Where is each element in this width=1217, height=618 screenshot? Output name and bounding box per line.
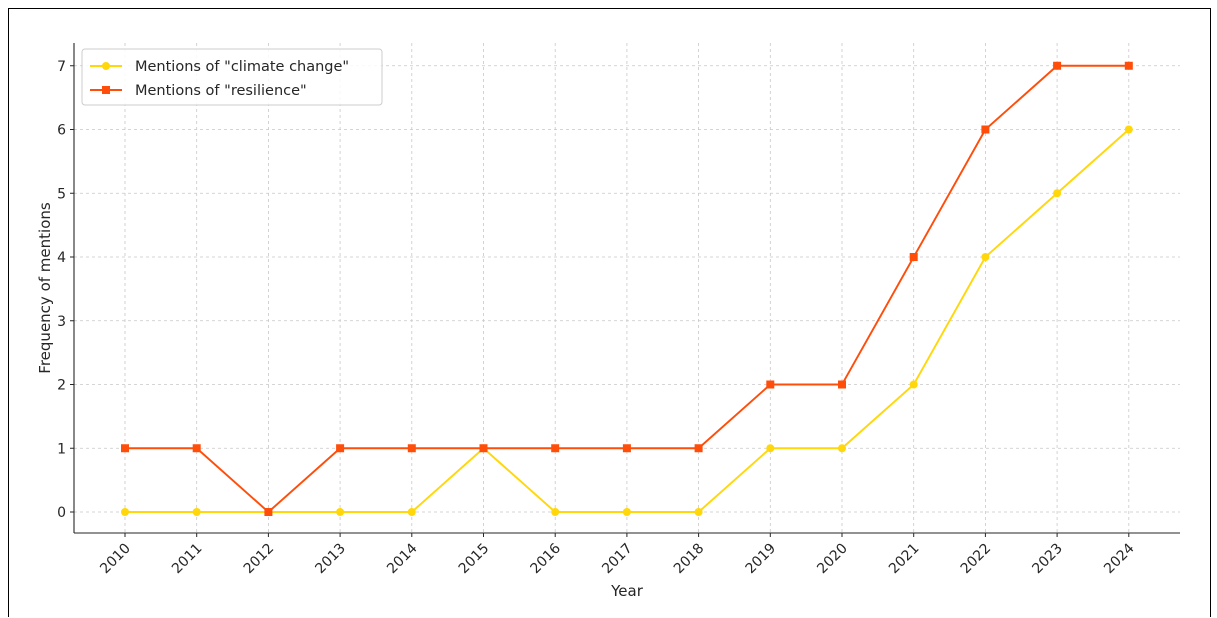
data-point [694,508,703,516]
x-tick-label: 2015 [456,541,493,578]
data-point [551,508,560,516]
data-point [192,444,201,453]
data-point [622,508,631,516]
line-chart: 2010 2011 2012 2013 2014 2015 2016 2017 2018 2019… [36,43,1180,600]
legend: Mentions of "climate change" Mentions of … [81,48,383,106]
y-tick-label: 6 [57,123,66,139]
data-point [766,444,775,453]
data-point [1124,125,1133,134]
grid [74,43,1180,533]
data-point [766,380,775,389]
x-tick-label: 2017 [599,541,636,578]
data-point [909,380,918,389]
legend-box [81,48,383,106]
chart-frame: 2010 2011 2012 2013 2014 2015 2016 2017 2018 2019… [8,8,1211,617]
y-tick-label: 2 [57,378,66,394]
series-2 [121,61,1133,516]
legend-marker [102,62,110,70]
x-tick-label: 2018 [671,541,708,578]
x-tick-label: 2021 [886,541,923,578]
data-point [1124,61,1133,70]
legend-entry: Mentions of "climate change" [90,59,349,75]
y-tick-label: 1 [57,441,66,457]
y-ticks: 0 1 2 3 4 5 6 7 [57,59,74,521]
x-tick-label: 2013 [312,541,349,578]
x-tick-label: 2014 [384,540,421,577]
data-point [838,380,846,389]
x-tick-label: 2016 [528,540,565,577]
data-point [551,444,560,453]
series [121,61,1133,516]
data-point [264,508,273,516]
y-tick-label: 3 [57,314,66,330]
legend-label: Mentions of "resilience" [135,83,307,99]
data-point [981,253,990,261]
data-point [981,125,990,134]
x-tick-label: 2011 [169,541,206,578]
y-tick-label: 7 [57,59,66,75]
data-point [838,444,846,453]
data-point [407,508,416,516]
data-point [909,253,918,261]
data-point [622,444,631,453]
y-axis-title: Frequency of mentions [36,202,54,374]
data-point [1053,189,1062,198]
x-tick-label: 2012 [241,541,278,578]
data-point [407,444,416,453]
data-point [121,444,129,453]
x-axis-title: Year [610,582,644,600]
x-tick-label: 2020 [814,541,851,578]
x-tick-label: 2023 [1029,541,1066,578]
y-tick-label: 4 [57,250,66,266]
data-point [336,508,345,516]
legend-entry: Mentions of "resilience" [90,83,307,99]
legend-label: Mentions of "climate change" [135,59,349,75]
data-point [694,444,703,453]
data-point [121,508,129,516]
data-point [1053,61,1062,70]
x-tick-label: 2010 [97,541,134,578]
data-point [336,444,345,453]
y-tick-label: 0 [57,505,66,521]
x-tick-label: 2024 [1101,540,1138,577]
x-tick-label: 2022 [958,541,995,578]
x-tick-label: 2019 [743,541,780,578]
legend-marker [102,86,110,94]
data-point [192,508,201,516]
data-point [479,444,488,453]
x-ticks: 2010 2011 2012 2013 2014 2015 2016 2017 2018 2019… [97,533,1138,578]
y-tick-label: 5 [57,186,66,202]
